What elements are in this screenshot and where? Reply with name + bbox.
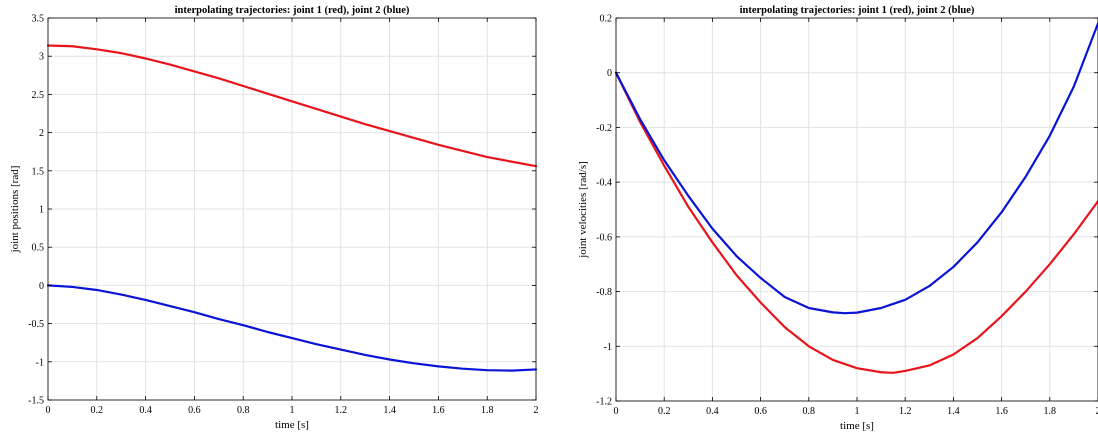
y-tick-label: 0 bbox=[39, 281, 44, 292]
y-tick-label: -0.8 bbox=[596, 287, 612, 298]
positions-x-axis-label: time [s] bbox=[275, 419, 309, 431]
y-tick-label: 1.5 bbox=[32, 166, 45, 177]
x-tick-label: 1.8 bbox=[1044, 406, 1057, 417]
x-tick-label: 0.6 bbox=[188, 405, 201, 416]
y-tick-label: 3.5 bbox=[32, 14, 45, 25]
y-tick-label: -1.5 bbox=[28, 396, 44, 407]
y-tick-label: -1 bbox=[36, 357, 44, 368]
y-tick-label: 2.5 bbox=[32, 90, 45, 101]
y-tick-label: -0.4 bbox=[596, 178, 612, 189]
positions-series-2-line bbox=[46, 284, 538, 372]
x-tick-label: 0.2 bbox=[91, 405, 104, 416]
x-tick-label: 1.4 bbox=[947, 406, 960, 417]
y-tick-label: -0.6 bbox=[596, 232, 612, 243]
x-tick-label: 0.6 bbox=[754, 406, 767, 417]
y-tick-label: -0.5 bbox=[28, 319, 44, 330]
x-tick-label: 2 bbox=[1096, 406, 1098, 417]
x-tick-label: 1.4 bbox=[383, 405, 396, 416]
x-tick-label: 0.2 bbox=[658, 406, 671, 417]
velocities-series-2-line bbox=[614, 22, 1098, 315]
y-tick-label: 1 bbox=[39, 205, 44, 216]
y-tick-label: -0.2 bbox=[596, 123, 612, 134]
positions-series-1-line bbox=[46, 44, 538, 168]
x-tick-label: 2 bbox=[534, 405, 539, 416]
x-tick-label: 1.2 bbox=[335, 405, 348, 416]
velocities-series-1-line bbox=[614, 71, 1098, 374]
velocities-y-axis-label: joint velocities [rad/s] bbox=[577, 161, 589, 259]
positions-chart: 0 0.2 0.4 0.6 0.8 1 1.2 1.4 1.6 1.8 2 -1.5 -1 -0.5 0 0.… bbox=[9, 5, 539, 431]
x-tick-label: 0.8 bbox=[237, 405, 250, 416]
positions-chart-title: interpolating trajectories: joint 1 (red… bbox=[175, 5, 410, 16]
x-tick-label: 1 bbox=[855, 406, 860, 417]
x-tick-label: 1.2 bbox=[899, 406, 912, 417]
x-tick-label: 0.4 bbox=[139, 405, 152, 416]
velocities-chart-title: interpolating trajectories: joint 1 (red… bbox=[740, 5, 975, 16]
y-tick-label: -1.2 bbox=[596, 397, 612, 408]
x-tick-label: 0 bbox=[614, 406, 619, 417]
x-tick-label: 1 bbox=[290, 405, 295, 416]
y-tick-label: 0.2 bbox=[600, 14, 613, 25]
positions-y-axis-label: joint positions [rad] bbox=[9, 166, 21, 254]
y-tick-label: 2 bbox=[39, 128, 44, 139]
x-tick-label: 0.8 bbox=[803, 406, 816, 417]
x-tick-label: 1.6 bbox=[995, 406, 1008, 417]
y-tick-label: 0.5 bbox=[32, 243, 45, 254]
x-tick-label: 1.8 bbox=[481, 405, 494, 416]
x-tick-label: 0 bbox=[46, 405, 51, 416]
velocities-chart: 0 0.2 0.4 0.6 0.8 1 1.2 1.4 1.6 1.8 2 -1.2 -1 -0.8 -0.… bbox=[577, 5, 1098, 432]
y-tick-label: 3 bbox=[39, 52, 44, 63]
velocities-x-axis-label: time [s] bbox=[840, 420, 874, 432]
y-tick-label: -1 bbox=[604, 342, 612, 353]
x-tick-label: 0.4 bbox=[706, 406, 719, 417]
x-tick-label: 1.6 bbox=[432, 405, 445, 416]
y-tick-label: 0 bbox=[607, 68, 612, 79]
